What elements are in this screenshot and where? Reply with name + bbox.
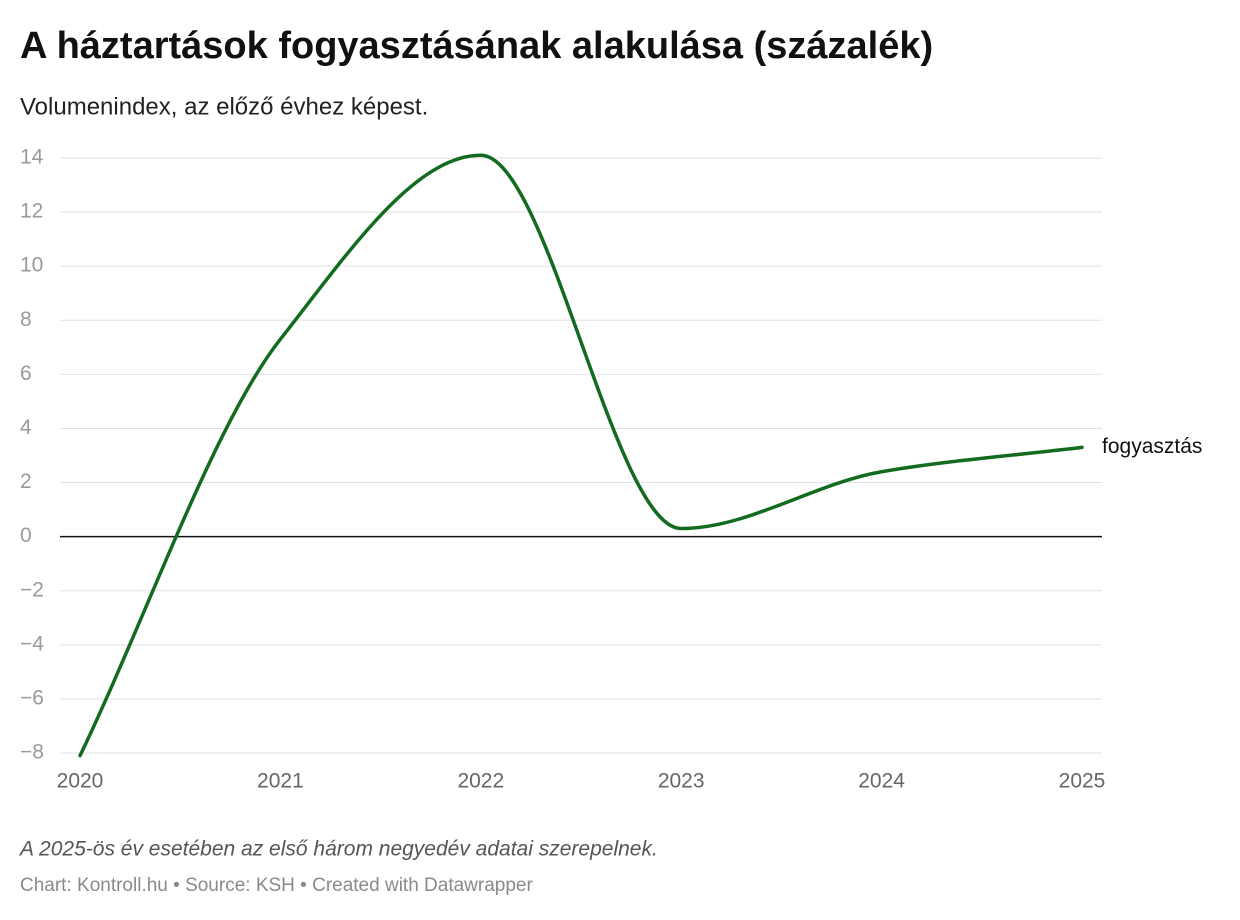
y-tick-label: 4 [20, 416, 32, 439]
x-tick-label: 2025 [1059, 770, 1106, 793]
y-tick-label: 10 [20, 254, 43, 277]
chart-title: A háztartások fogyasztásának alakulása (… [20, 25, 933, 67]
y-tick-label: −2 [20, 578, 44, 601]
x-tick-label: 2022 [457, 770, 504, 793]
y-tick-label: −8 [20, 741, 44, 764]
y-tick-label: 0 [20, 524, 32, 547]
y-tick-label: −4 [20, 632, 44, 655]
y-tick-label: 14 [20, 146, 44, 169]
x-tick-label: 2020 [57, 770, 104, 793]
y-tick-label: −6 [20, 686, 44, 709]
y-tick-label: 2 [20, 470, 32, 493]
chart-subtitle: Volumenindex, az előző évhez képest. [20, 93, 428, 120]
series-label: fogyasztás [1102, 435, 1202, 458]
x-tick-label: 2024 [858, 770, 905, 793]
chart-credit: Chart: Kontroll.hu • Source: KSH • Creat… [20, 875, 533, 896]
x-tick-label: 2021 [257, 770, 304, 793]
y-tick-label: 8 [20, 308, 32, 331]
y-tick-label: 6 [20, 362, 32, 385]
line [78, 153, 1084, 758]
x-tick-label: 2023 [658, 770, 705, 793]
y-tick-label: 12 [20, 200, 43, 223]
chart-note: A 2025-ös év esetében az első három negy… [18, 838, 658, 861]
